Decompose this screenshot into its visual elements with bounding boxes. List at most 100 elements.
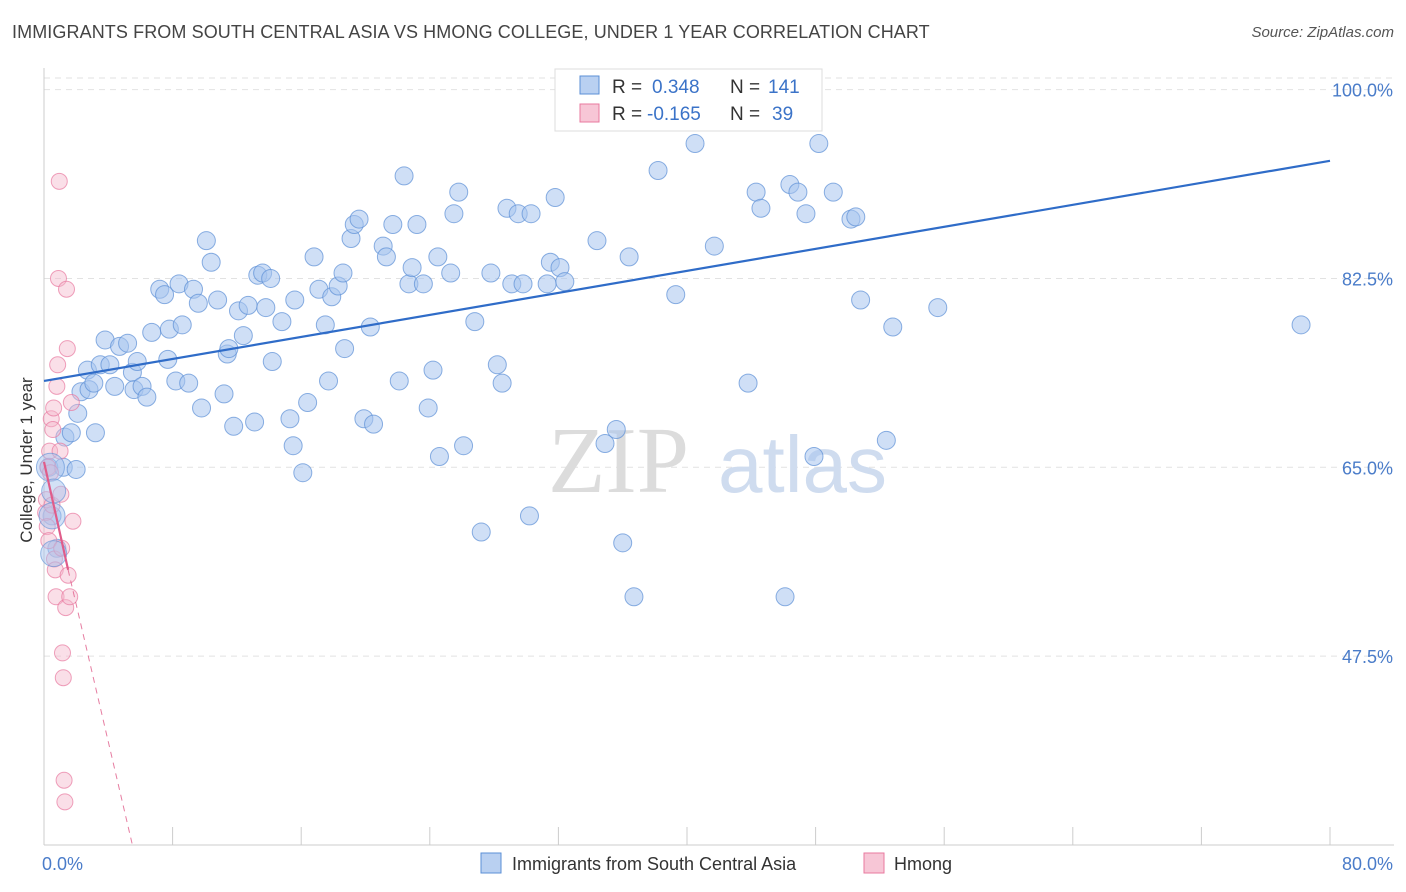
point-south-central-asia <box>272 312 292 332</box>
point-south-central-asia <box>208 290 228 310</box>
point-south-central-asia <box>179 373 199 393</box>
point-south-central-asia <box>804 447 824 466</box>
x-tick-label: 80.0% <box>1342 854 1393 874</box>
point-south-central-asia <box>465 312 485 332</box>
point-south-central-asia <box>775 587 795 607</box>
x-tick-label: 0.0% <box>42 854 83 874</box>
point-south-central-asia <box>319 371 339 391</box>
point-south-central-asia <box>383 214 403 234</box>
legend-swatch-pink <box>863 852 885 874</box>
point-south-central-asia <box>595 434 615 454</box>
point-south-central-asia <box>118 333 138 353</box>
point-south-central-asia <box>349 209 369 229</box>
point-south-central-asia <box>304 247 324 267</box>
point-south-central-asia <box>142 322 162 342</box>
point-south-central-asia <box>846 207 866 227</box>
legend: Immigrants from South Central Asia Hmong <box>480 852 952 874</box>
point-hmong <box>57 599 75 617</box>
point-hmong <box>64 512 82 530</box>
point-south-central-asia <box>876 430 896 450</box>
point-south-central-asia <box>137 387 157 407</box>
y-tick-label: 65.0% <box>1342 458 1393 478</box>
point-hmong <box>42 410 60 428</box>
stats-n-value-1: 141 <box>768 77 800 98</box>
point-south-central-asia <box>84 373 104 393</box>
point-south-central-asia <box>796 204 816 224</box>
point-south-central-asia <box>648 161 668 181</box>
y-tick-label: 82.5% <box>1342 269 1393 289</box>
point-hmong <box>44 421 62 439</box>
point-south-central-asia <box>423 360 443 380</box>
point-south-central-asia <box>256 298 276 318</box>
point-south-central-asia <box>823 182 843 202</box>
point-south-central-asia <box>449 182 469 202</box>
point-south-central-asia-large <box>41 478 67 504</box>
point-south-central-asia <box>685 134 705 154</box>
point-south-central-asia <box>66 459 86 479</box>
point-hmong <box>47 588 65 606</box>
point-south-central-asia <box>245 412 265 432</box>
point-hmong <box>53 644 71 662</box>
stats-n-value-2: 39 <box>772 104 793 125</box>
point-south-central-asia <box>738 373 758 393</box>
point-south-central-asia <box>587 231 607 251</box>
point-south-central-asia-large <box>40 540 68 568</box>
point-south-central-asia <box>85 423 105 443</box>
point-hmong <box>58 280 76 298</box>
stats-r-value-1: 0.348 <box>652 77 700 98</box>
point-south-central-asia <box>293 463 313 483</box>
point-south-central-asia-large <box>38 502 66 530</box>
point-south-central-asia <box>444 204 464 224</box>
point-south-central-asia <box>928 298 948 318</box>
point-south-central-asia <box>454 436 474 456</box>
point-south-central-asia <box>224 416 244 436</box>
point-south-central-asia <box>471 522 491 542</box>
point-south-central-asia <box>428 247 448 267</box>
point-south-central-asia <box>613 533 633 553</box>
stats-swatch-pink <box>579 103 600 123</box>
chart-title: IMMIGRANTS FROM SOUTH CENTRAL ASIA VS HM… <box>12 22 930 42</box>
point-hmong <box>49 356 67 374</box>
point-south-central-asia <box>188 293 208 313</box>
point-south-central-asia <box>127 352 147 372</box>
point-south-central-asia <box>429 447 449 466</box>
point-south-central-asia <box>335 339 355 359</box>
point-south-central-asia <box>61 423 81 443</box>
stats-n-label-1: N = <box>730 77 760 98</box>
point-hmong <box>58 340 76 358</box>
point-south-central-asia <box>606 420 626 440</box>
legend-label-blue: Immigrants from South Central Asia <box>512 854 797 874</box>
point-south-central-asia <box>751 198 771 218</box>
grid-lines <box>44 77 1394 657</box>
trend-line-hmong <box>42 461 70 571</box>
point-south-central-asia <box>883 317 903 337</box>
point-south-central-asia <box>192 398 212 418</box>
y-tick-label: 47.5% <box>1342 647 1393 667</box>
tick-labels: 100.0% 82.5% 65.0% 47.5% 0.0% 80.0% <box>42 81 1393 874</box>
legend-label-pink: Hmong <box>894 854 952 874</box>
point-south-central-asia <box>364 414 384 434</box>
point-south-central-asia <box>261 268 281 288</box>
point-south-central-asia <box>233 326 253 346</box>
point-south-central-asia <box>545 188 565 207</box>
point-south-central-asia <box>418 398 438 418</box>
point-south-central-asia <box>441 263 461 283</box>
point-south-central-asia <box>280 409 300 429</box>
point-south-central-asia <box>537 274 557 294</box>
point-south-central-asia <box>666 285 686 305</box>
legend-swatch-blue <box>480 852 502 874</box>
point-hmong <box>45 399 63 417</box>
point-south-central-asia <box>704 236 724 256</box>
point-south-central-asia <box>619 247 639 267</box>
point-hmong <box>62 394 80 412</box>
stats-box: R = 0.348 N = 141 R = -0.165 N = 39 <box>554 68 823 132</box>
point-south-central-asia <box>394 166 414 186</box>
point-south-central-asia <box>492 373 512 393</box>
point-south-central-asia <box>172 315 192 335</box>
point-south-central-asia <box>402 258 422 278</box>
stats-n-label-2: N = <box>730 104 760 125</box>
point-south-central-asia <box>809 134 829 154</box>
point-south-central-asia <box>521 204 541 224</box>
point-south-central-asia <box>238 295 258 315</box>
